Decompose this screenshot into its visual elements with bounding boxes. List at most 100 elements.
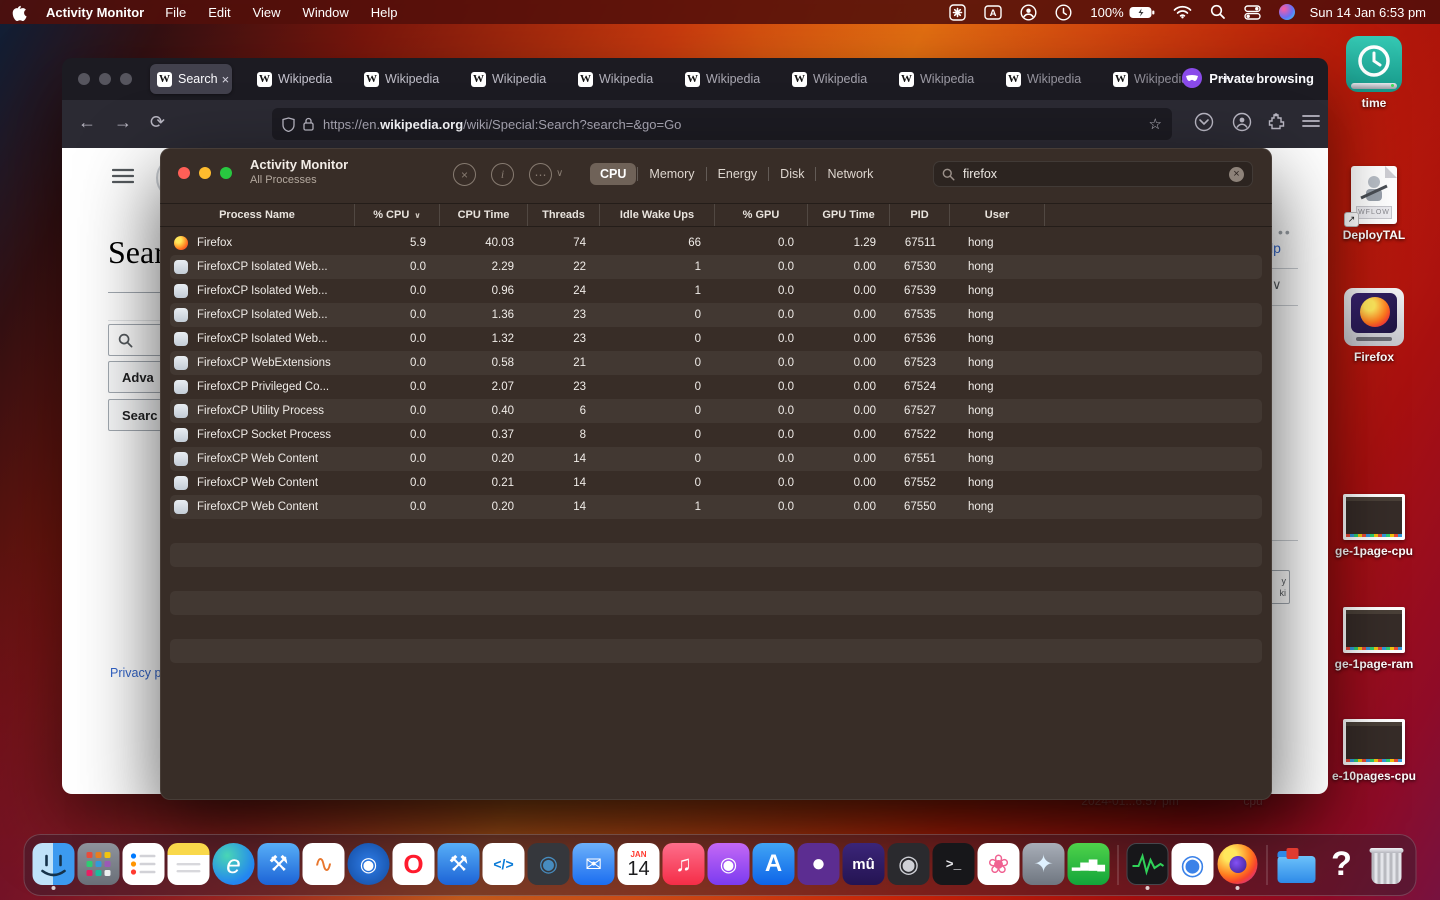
process-row[interactable]: FirefoxCP Isolated Web... 0.0 1.36 23 0 0.0 0.… — [160, 303, 1272, 327]
close-window-button[interactable] — [178, 167, 190, 179]
control-center-icon[interactable] — [1243, 4, 1261, 20]
column-header--cpu[interactable]: % CPU ∨ — [355, 204, 440, 226]
dock-item-musescore[interactable]: mû — [842, 843, 885, 887]
menu-view[interactable]: View — [252, 4, 281, 20]
reload-button[interactable]: ⟳ — [150, 112, 166, 132]
more-options-chevron-icon[interactable]: ∨ — [556, 168, 564, 179]
column-header-cpu-time[interactable]: CPU Time — [440, 204, 528, 226]
column-header-pid[interactable]: PID — [890, 204, 950, 226]
new-tab-button[interactable]: + — [1221, 69, 1231, 88]
dock-item-mail[interactable]: ✉ — [572, 843, 615, 887]
dock-item-podcasts[interactable]: ◉ — [707, 843, 750, 887]
browser-tab-5[interactable]: W Wikipedia — [571, 64, 678, 94]
column-header-user[interactable]: User — [950, 204, 1045, 226]
dock-item-app-store[interactable]: A — [752, 843, 795, 887]
minimize-window-button[interactable] — [99, 73, 111, 85]
minimize-window-button[interactable] — [199, 167, 211, 179]
battery-status[interactable]: 100% — [1090, 5, 1155, 20]
dock-item-xcode-beta[interactable]: ⚒ — [437, 843, 480, 887]
dock-item-downloads[interactable] — [1276, 843, 1318, 887]
dock-item-activity-monitor[interactable] — [1126, 843, 1169, 890]
dock-item-edge[interactable]: e — [212, 843, 255, 887]
quit-process-button[interactable]: × — [453, 163, 476, 186]
dock-item-calendar[interactable]: JAN 14 — [617, 843, 660, 887]
process-row[interactable]: FirefoxCP Web Content 0.0 0.20 14 0 0.0 0.00 67… — [160, 447, 1272, 471]
dock-item-dvd-player[interactable]: ◉ — [887, 843, 930, 887]
tab-energy[interactable]: Energy — [717, 167, 758, 181]
dock-item-reminders[interactable] — [122, 843, 165, 887]
pocket-icon[interactable] — [1194, 112, 1214, 137]
tab-close-icon[interactable]: × — [221, 71, 230, 87]
browser-tab-9[interactable]: W Wikipedia — [999, 64, 1106, 94]
process-row[interactable]: FirefoxCP Web Content 0.0 0.21 14 0 0.0 0.00 67… — [160, 471, 1272, 495]
page-more-dots[interactable]: •• — [1278, 224, 1292, 240]
browser-tab-2[interactable]: W Wikipedia — [250, 64, 357, 94]
keyboard-input-icon[interactable]: A — [984, 4, 1003, 20]
dock-item-star-app[interactable]: ✦ — [1022, 843, 1065, 887]
close-window-button[interactable] — [78, 73, 90, 85]
dock-item-opera[interactable]: O — [392, 843, 435, 887]
wiki-help-link[interactable]: lp — [1270, 240, 1281, 256]
column-header-gpu-time[interactable]: GPU Time — [808, 204, 890, 226]
column-header-process-name[interactable]: Process Name — [160, 204, 355, 226]
tab-disk[interactable]: Disk — [780, 167, 805, 181]
back-button[interactable]: ← — [78, 112, 96, 132]
browser-tab-7[interactable]: W Wikipedia — [785, 64, 892, 94]
more-options-button[interactable]: ⋯ — [529, 163, 552, 186]
dock-item-github[interactable]: ● — [797, 843, 840, 887]
app-menu-hamburger-icon[interactable] — [1302, 112, 1320, 133]
dock-item-vscode[interactable]: </> — [482, 843, 525, 887]
menu-clock[interactable]: Sun 14 Jan 6:53 pm — [1309, 4, 1426, 20]
process-row[interactable]: Firefox 5.9 40.03 74 66 0.0 1.29 67511 hong — [160, 231, 1272, 255]
extensions-puzzle-icon[interactable] — [1267, 112, 1286, 136]
process-row[interactable]: FirefoxCP Privileged Co... 0.0 2.07 23 0 0.0 0… — [160, 375, 1272, 399]
dock-item-music[interactable]: ♫ — [662, 843, 705, 887]
spotlight-search-icon[interactable] — [1210, 4, 1226, 20]
tab-cpu[interactable]: CPU — [590, 163, 637, 185]
desktop-icon-ge-1page-ram[interactable]: ge-1page-ram — [1320, 607, 1428, 671]
menu-help[interactable]: Help — [370, 4, 398, 20]
bookmark-star-icon[interactable]: ☆ — [1148, 116, 1162, 133]
process-row[interactable]: FirefoxCP Isolated Web... 0.0 1.32 23 0 0.0 0.… — [160, 327, 1272, 351]
process-row[interactable]: FirefoxCP WebExtensions 0.0 0.58 21 0 0.0 0.00… — [160, 351, 1272, 375]
process-row[interactable]: FirefoxCP Socket Process 0.0 0.37 8 0 0.0 0.00… — [160, 423, 1272, 447]
zoom-window-button[interactable] — [220, 167, 232, 179]
forward-button[interactable]: → — [114, 112, 132, 132]
browser-tab-3[interactable]: W Wikipedia — [357, 64, 464, 94]
dock-item-chromium[interactable]: ◉ — [1171, 843, 1214, 887]
dock-item-trash[interactable] — [1366, 843, 1408, 887]
inspect-process-button[interactable]: i — [491, 163, 514, 186]
desktop-icon-ge-1page-cpu[interactable]: ge-1page-cpu — [1320, 494, 1428, 558]
clear-search-icon[interactable]: × — [1229, 166, 1244, 182]
menu-edit[interactable]: Edit — [208, 4, 231, 20]
dock-item-numbers[interactable]: ▂▅▇▄ — [1067, 843, 1110, 887]
tiles-menu-icon[interactable] — [949, 3, 967, 21]
apple-menu-icon[interactable] — [12, 4, 27, 21]
tab-memory[interactable]: Memory — [649, 167, 695, 181]
browser-tab-6[interactable]: W Wikipedia — [678, 64, 785, 94]
desktop-icon-deploytal[interactable]: WFLOW ↗ DeployTAL — [1320, 166, 1428, 242]
dock-item-missing-app[interactable]: ? — [1321, 843, 1363, 887]
browser-tab-10[interactable]: W Wikipedia — [1106, 64, 1213, 94]
column-header-threads[interactable]: Threads — [528, 204, 600, 226]
browser-tab-4[interactable]: W Wikipedia — [464, 64, 571, 94]
process-row[interactable]: FirefoxCP Isolated Web... 0.0 2.29 22 1 0.0 0.… — [160, 255, 1272, 279]
desktop-icon-firefox[interactable]: Firefox — [1320, 288, 1428, 364]
dock-item-xcode[interactable]: ⚒ — [257, 843, 300, 887]
zoom-window-button[interactable] — [120, 73, 132, 85]
search-input[interactable] — [961, 166, 1229, 182]
wiki-menu-hamburger-icon[interactable] — [111, 168, 135, 189]
wiki-collapse-chevron-icon[interactable]: ∨ — [1272, 277, 1282, 292]
dock-item-launchpad[interactable] — [77, 843, 120, 887]
dock-item-photos[interactable]: ❀ — [977, 843, 1020, 887]
column-header--gpu[interactable]: % GPU — [715, 204, 808, 226]
tab-list-chevron-icon[interactable]: ∨ — [1247, 72, 1257, 86]
siri-icon[interactable] — [1278, 4, 1295, 20]
dock-item-finder[interactable] — [32, 843, 75, 890]
dock-item-freeform[interactable]: ∿ — [302, 843, 345, 887]
time-machine-icon[interactable] — [1055, 3, 1072, 21]
url-bar[interactable]: https://en.wikipedia.org/wiki/Special:Se… — [272, 108, 1172, 140]
browser-tab-active[interactable]: W Search × — [150, 64, 232, 94]
dock-item-tor-browser[interactable]: ◉ — [347, 843, 390, 887]
account-icon[interactable] — [1232, 112, 1252, 137]
